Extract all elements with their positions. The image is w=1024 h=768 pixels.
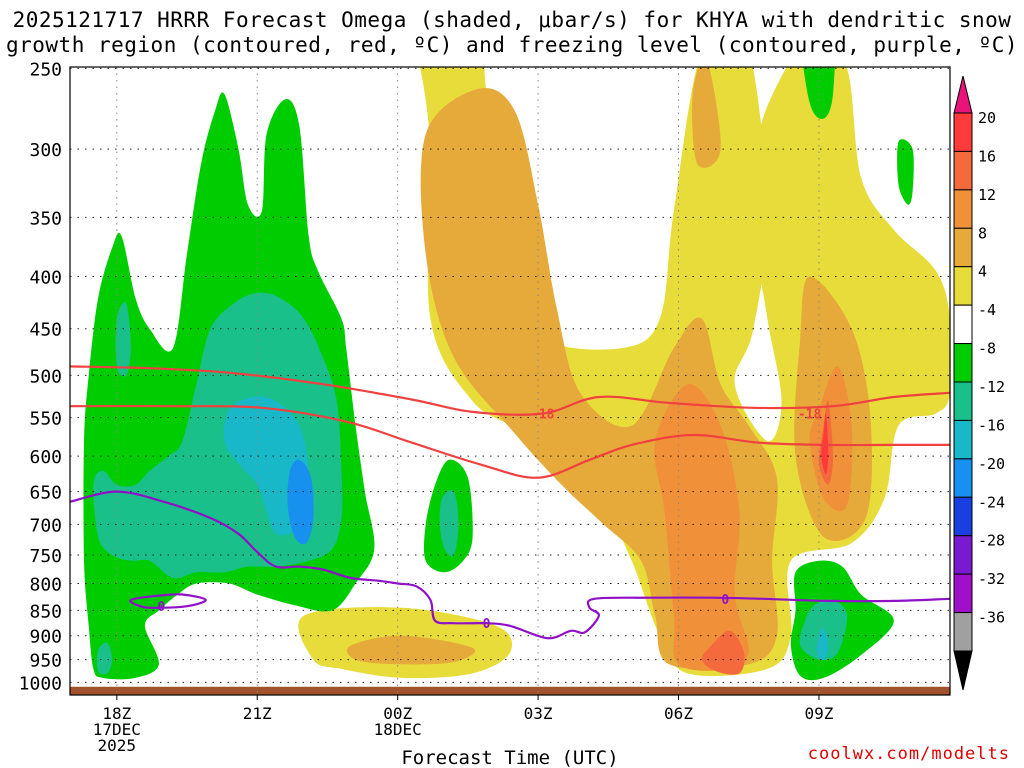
colorbar-label-6: -8 [978, 340, 996, 358]
y-tick-label-950: 950 [29, 651, 62, 672]
x-tick-label-27-0: 03Z [524, 704, 553, 723]
omega-shading [83, 0, 950, 681]
y-tick-label-550: 550 [29, 409, 62, 430]
colorbar-label-1: 16 [978, 147, 996, 165]
freezing-level-line [70, 490, 950, 640]
x-axis-title: Forecast Time (UTC) [401, 747, 618, 768]
colorbar-bin-13 [953, 612, 973, 652]
colorbar-bin-6 [953, 343, 973, 383]
y-tick-label-900: 900 [29, 627, 62, 648]
omega-fill-16-0 [701, 630, 745, 675]
y-tick-label-650: 650 [29, 483, 62, 504]
colorbar-bin-5 [953, 304, 973, 345]
colorbar-label-2: 12 [978, 186, 996, 204]
isotherm-label-0: -18 [531, 408, 555, 423]
y-tick-label-800: 800 [29, 575, 62, 596]
isotherm-label-1: -18 [798, 408, 822, 423]
omega-fill-neg8-2 [439, 490, 459, 557]
colorbar-bin-2 [953, 189, 973, 229]
colorbar-bin-8 [953, 419, 973, 460]
y-tick-label-500: 500 [29, 366, 62, 387]
omega-fill-20-0 [821, 413, 829, 475]
contour-lines [70, 365, 950, 640]
omega-fill-8-1 [692, 67, 721, 168]
y-tick-label-850: 850 [29, 601, 62, 622]
freezing-label-1: 0 [721, 593, 729, 608]
plot-frame [69, 66, 951, 696]
colorbar-label-0: 20 [978, 109, 996, 127]
omega-fill-neg4-4 [897, 139, 914, 205]
contour-labels: -18 -18 0 0 0 [157, 408, 822, 633]
colorbar-bin-1 [953, 150, 973, 191]
colorbar-label-12: -32 [978, 570, 1005, 588]
y-tick-label-300: 300 [29, 140, 62, 161]
y-tick-label-450: 450 [29, 320, 62, 341]
colorbar-label-13: -36 [978, 609, 1005, 627]
colorbar-bin-7 [953, 381, 973, 421]
y-tick-label-750: 750 [29, 546, 62, 567]
colorbar-label-7: -12 [978, 378, 1005, 396]
credit-link[interactable]: coolwx.com/modelts [807, 744, 1010, 764]
y-tick-label-400: 400 [29, 268, 62, 289]
x-tick-label-18-1: 17DEC [93, 720, 141, 739]
x-tick-label-33-0: 09Z [804, 704, 833, 723]
x-tick-label-30-0: 06Z [664, 704, 693, 723]
omega-fill-neg4-3 [803, 67, 835, 119]
x-tick-label-24-0: 00Z [383, 704, 412, 723]
freezing-label-0: 0 [483, 617, 491, 632]
colorbar-label-8: -16 [978, 416, 1005, 434]
dotted-grid [70, 67, 950, 695]
colorbar-legend: 20 16 12 8 4 -4 -8 -12 -16 -20 -24 -28 -32 -36 [953, 75, 1005, 691]
colorbar-label-9: -20 [978, 455, 1005, 473]
ground-surface [70, 686, 950, 695]
colorbar-bin-3 [953, 227, 973, 268]
y-axis: 250 300 350 400 450 500 550 600 650 700 750 800 850 9… [19, 59, 62, 694]
colorbar-label-10: -24 [978, 493, 1005, 511]
chart-title-line-1: 2025121717 HRRR Forecast Omega (shaded, … [12, 8, 1012, 32]
ground-strip [70, 686, 950, 695]
omega-fill-neg8-4 [96, 642, 113, 675]
colorbar-bin-0 [953, 112, 973, 152]
colorbar-label-3: 8 [978, 224, 987, 242]
omega-fill-8-2 [346, 635, 476, 665]
omega-fill-neg12-1 [816, 627, 829, 660]
x-tick-label-18-0: 18Z [102, 704, 131, 723]
colorbar-bin-9 [953, 458, 973, 498]
dendritic-isotherm-line-1 [70, 404, 950, 479]
y-tick-label-1000: 1000 [19, 673, 62, 694]
colorbar-bin-10 [953, 496, 973, 537]
colorbar-label-11: -28 [978, 532, 1005, 550]
colorbar-bin-4 [953, 266, 973, 306]
colorbar-bin-12 [953, 573, 973, 614]
dendritic-isotherm-line-0 [70, 365, 950, 416]
x-tick-label-21-0: 21Z [243, 704, 272, 723]
omega-fill-8-4 [435, 0, 459, 51]
freezing-loop-label-0: 0 [157, 600, 165, 615]
y-tick-label-350: 350 [29, 208, 62, 229]
colorbar-label-4: 4 [978, 263, 987, 281]
chart-title-line-2: growth region (contoured, red, ºC) and f… [5, 33, 1019, 57]
freezing-level-loop [129, 593, 207, 609]
y-tick-label-700: 700 [29, 515, 62, 536]
colorbar-bottom-arrow [953, 650, 973, 691]
omega-fill-neg16-0 [287, 459, 314, 545]
x-tick-label-18-2: 2025 [98, 736, 137, 755]
y-tick-label-600: 600 [29, 447, 62, 468]
omega-fill-neg8-1 [115, 302, 131, 377]
colorbar-top-arrow [953, 75, 973, 114]
x-tick-label-24-1: 18DEC [374, 720, 422, 739]
colorbar-bin-11 [953, 535, 973, 575]
y-tick-label-250: 250 [29, 59, 62, 80]
colorbar-label-5: -4 [978, 301, 996, 319]
